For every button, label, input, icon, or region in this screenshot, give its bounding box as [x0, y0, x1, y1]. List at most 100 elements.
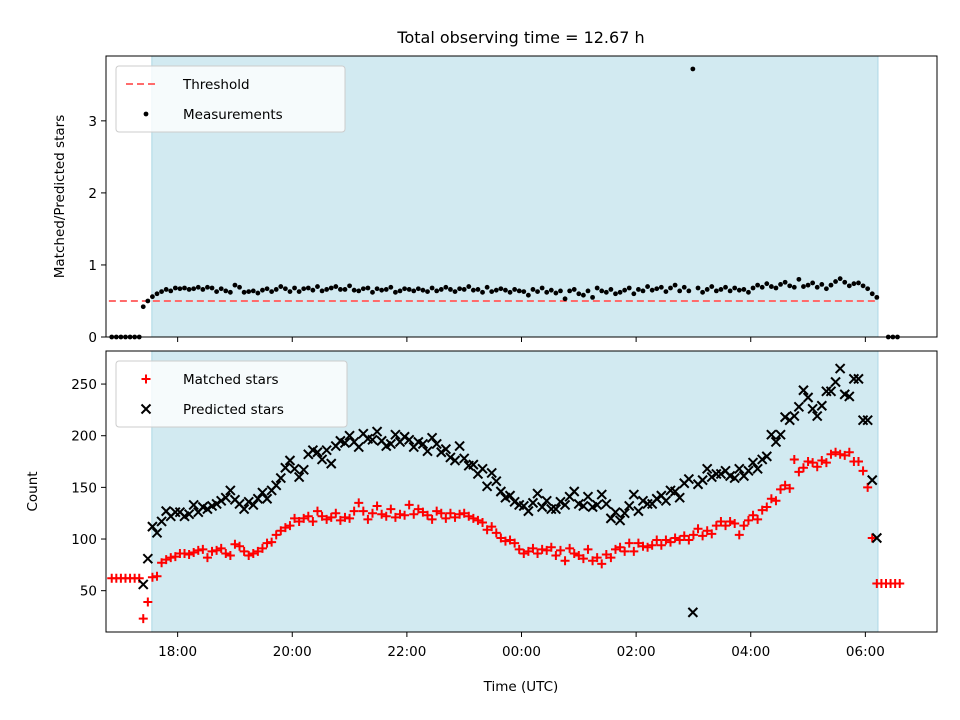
- data-point: [775, 429, 786, 440]
- data-point: [684, 535, 694, 545]
- data-point: [530, 287, 536, 292]
- data-point: [186, 287, 192, 292]
- data-point: [842, 279, 848, 285]
- data-point: [328, 285, 334, 291]
- data-point: [143, 597, 153, 607]
- data-point: [629, 546, 639, 556]
- data-point: [202, 503, 213, 515]
- data-point: [413, 504, 423, 514]
- data-point: [159, 289, 164, 295]
- data-point: [706, 471, 717, 483]
- data-point: [624, 500, 635, 512]
- data-point: [700, 289, 706, 295]
- data-point: [830, 376, 841, 388]
- data-point: [865, 286, 871, 292]
- data-point: [631, 291, 637, 297]
- data-point: [316, 454, 328, 465]
- data-point: [619, 507, 630, 519]
- data-point: [541, 495, 552, 507]
- data-point: [402, 286, 407, 292]
- data-point: [620, 546, 630, 556]
- data-point: [161, 555, 171, 565]
- data-point: [142, 553, 154, 564]
- data-point: [308, 516, 318, 526]
- data-point: [269, 289, 275, 295]
- data-point: [599, 288, 605, 294]
- data-point: [317, 511, 327, 521]
- y-tick-label: 200: [71, 429, 97, 445]
- data-point: [633, 505, 644, 517]
- data-point: [697, 474, 708, 486]
- data-point: [789, 454, 799, 464]
- data-point: [370, 289, 375, 295]
- data-point: [299, 513, 309, 523]
- data-point: [642, 498, 653, 510]
- data-point: [324, 287, 330, 292]
- data-point: [649, 287, 655, 293]
- data-point: [356, 288, 362, 294]
- data-point: [626, 285, 632, 291]
- data-point: [867, 474, 878, 486]
- data-point: [244, 551, 254, 561]
- data-point: [867, 533, 877, 543]
- data-point: [243, 496, 254, 508]
- data-point: [445, 452, 456, 463]
- data-point: [491, 528, 501, 538]
- data-point: [791, 284, 797, 290]
- data-point: [608, 287, 614, 292]
- data-point: [193, 545, 203, 555]
- data-point: [261, 493, 273, 504]
- data-point: [636, 287, 641, 292]
- series-matched-stars: [107, 447, 905, 624]
- data-point: [688, 530, 698, 540]
- data-point: [227, 289, 233, 295]
- data-point: [310, 287, 316, 293]
- data-point: [198, 544, 208, 554]
- data-point: [331, 508, 341, 518]
- data-point: [643, 542, 653, 552]
- data-point: [452, 289, 458, 295]
- data-point: [303, 511, 313, 521]
- data-point: [858, 466, 868, 476]
- data-point: [276, 526, 286, 536]
- data-point: [319, 288, 325, 294]
- data-point: [425, 289, 430, 295]
- data-point: [610, 544, 620, 554]
- data-point: [768, 284, 774, 289]
- data-point: [280, 462, 291, 473]
- data-point: [674, 492, 685, 503]
- data-point: [418, 507, 428, 517]
- data-point: [409, 509, 419, 519]
- data-point: [601, 550, 611, 560]
- data-point: [434, 288, 440, 294]
- data-point: [652, 535, 662, 545]
- data-point: [500, 536, 510, 546]
- data-point: [750, 285, 756, 291]
- data-point: [721, 521, 731, 531]
- data-point: [569, 548, 579, 558]
- data-point: [553, 290, 559, 296]
- data-point: [701, 463, 713, 474]
- data-point: [669, 486, 681, 497]
- x-tick-label: 20:00: [273, 644, 312, 660]
- data-point: [450, 512, 460, 522]
- data-point: [789, 410, 800, 422]
- data-point: [377, 509, 387, 519]
- data-point: [585, 288, 591, 294]
- data-point: [220, 492, 231, 503]
- data-point: [271, 480, 282, 491]
- data-point: [743, 515, 753, 525]
- data-point: [253, 546, 263, 556]
- data-point: [601, 498, 612, 510]
- x-tick-label: 04:00: [731, 644, 770, 660]
- data-point: [183, 509, 195, 520]
- data-point: [833, 279, 838, 284]
- legend-label: Matched stars: [183, 372, 279, 388]
- data-point: [516, 288, 522, 294]
- data-point: [521, 289, 527, 295]
- data-point: [372, 501, 382, 511]
- data-point: [764, 281, 770, 287]
- y-tick-label: 1: [88, 258, 97, 274]
- data-point: [385, 438, 397, 450]
- data-point: [755, 282, 761, 288]
